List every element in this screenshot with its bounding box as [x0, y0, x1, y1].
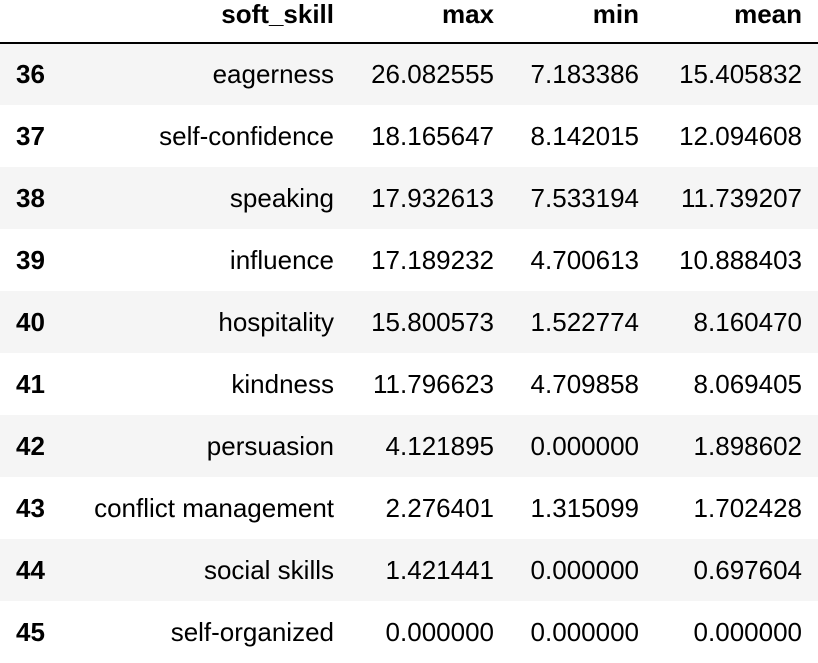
- table-row: 44 social skills 1.421441 0.000000 0.697604: [0, 539, 818, 601]
- mean-header: mean: [653, 0, 818, 44]
- row-index: 42: [16, 430, 45, 461]
- cell-soft-skill: eagerness: [212, 59, 334, 89]
- cell-soft-skill: speaking: [229, 182, 334, 213]
- row-index: 40: [16, 306, 45, 337]
- cell-max: 2.276401: [385, 492, 494, 523]
- cell-mean: 0.000000: [693, 616, 802, 647]
- cell-soft-skill: social skills: [203, 554, 334, 585]
- cell-min: 8.142015: [530, 120, 639, 151]
- table-row: 43 conflict management 2.276401 1.315099 1.7…: [0, 477, 818, 539]
- cell-soft-skill: self-organized: [170, 616, 334, 647]
- cell-min: 1.315099: [530, 492, 639, 523]
- cell-mean: 8.069405: [693, 368, 802, 399]
- table-row: 37 self-confidence 18.165647 8.142015 12.094…: [0, 105, 818, 167]
- table-row: 36 eagerness 26.082555 7.183386 15.405832: [0, 43, 818, 105]
- cell-max: 0.000000: [385, 616, 494, 647]
- cell-max: 4.121895: [385, 430, 494, 461]
- row-index: 45: [16, 616, 45, 647]
- table-header: soft_skill max min mean: [0, 0, 818, 44]
- row-index: 36: [16, 59, 45, 89]
- cell-mean: 12.094608: [679, 120, 802, 151]
- soft-skill-header: soft_skill: [62, 0, 348, 44]
- max-header: max: [348, 0, 508, 44]
- table-row: 41 kindness 11.796623 4.709858 8.069405: [0, 353, 818, 415]
- row-index: 44: [16, 554, 45, 585]
- cell-mean: 15.405832: [679, 59, 802, 89]
- cell-mean: 0.697604: [693, 554, 802, 585]
- cell-soft-skill: conflict management: [94, 492, 334, 523]
- cell-max: 26.082555: [371, 59, 494, 89]
- cell-max: 11.796623: [373, 368, 494, 399]
- cell-min: 0.000000: [530, 430, 639, 461]
- index-header: [0, 0, 62, 44]
- cell-soft-skill: persuasion: [206, 430, 334, 461]
- cell-max: 15.800573: [371, 306, 494, 337]
- cell-soft-skill: kindness: [231, 368, 334, 399]
- cell-min: 7.183386: [530, 59, 639, 89]
- cell-max: 1.421441: [385, 554, 494, 585]
- table-row: 40 hospitality 15.800573 1.522774 8.160470: [0, 291, 818, 353]
- cell-soft-skill: influence: [229, 244, 334, 275]
- table-row: 45 self-organized 0.000000 0.000000 0.000000: [0, 601, 818, 663]
- cell-soft-skill: hospitality: [218, 306, 334, 337]
- cell-mean: 8.160470: [693, 306, 802, 337]
- cell-max: 17.932613: [371, 182, 494, 213]
- header-row: soft_skill max min mean: [0, 0, 818, 44]
- cell-min: 1.522774: [530, 306, 639, 337]
- table-body: 36 eagerness 26.082555 7.183386 15.405832 37 s…: [0, 43, 818, 663]
- row-index: 43: [16, 492, 45, 523]
- table-row: 39 influence 17.189232 4.700613 10.888403: [0, 229, 818, 291]
- min-header: min: [508, 0, 653, 44]
- cell-max: 17.189232: [371, 244, 494, 275]
- cell-min: 4.700613: [530, 244, 639, 275]
- table-row: 38 speaking 17.932613 7.533194 11.739207: [0, 167, 818, 229]
- cell-min: 0.000000: [530, 616, 639, 647]
- row-index: 38: [16, 182, 45, 213]
- cell-mean: 1.702428: [693, 492, 802, 523]
- cell-soft-skill: self-confidence: [159, 120, 334, 151]
- cell-min: 0.000000: [530, 554, 639, 585]
- cell-min: 7.533194: [530, 182, 639, 213]
- cell-mean: 10.888403: [679, 244, 802, 275]
- row-index: 37: [16, 120, 45, 151]
- cell-mean: 11.739207: [681, 182, 802, 213]
- row-index: 41: [16, 368, 45, 399]
- table-row: 42 persuasion 4.121895 0.000000 1.898602: [0, 415, 818, 477]
- row-index: 39: [16, 244, 45, 275]
- cell-mean: 1.898602: [693, 430, 802, 461]
- cell-max: 18.165647: [371, 120, 494, 151]
- cell-min: 4.709858: [530, 368, 639, 399]
